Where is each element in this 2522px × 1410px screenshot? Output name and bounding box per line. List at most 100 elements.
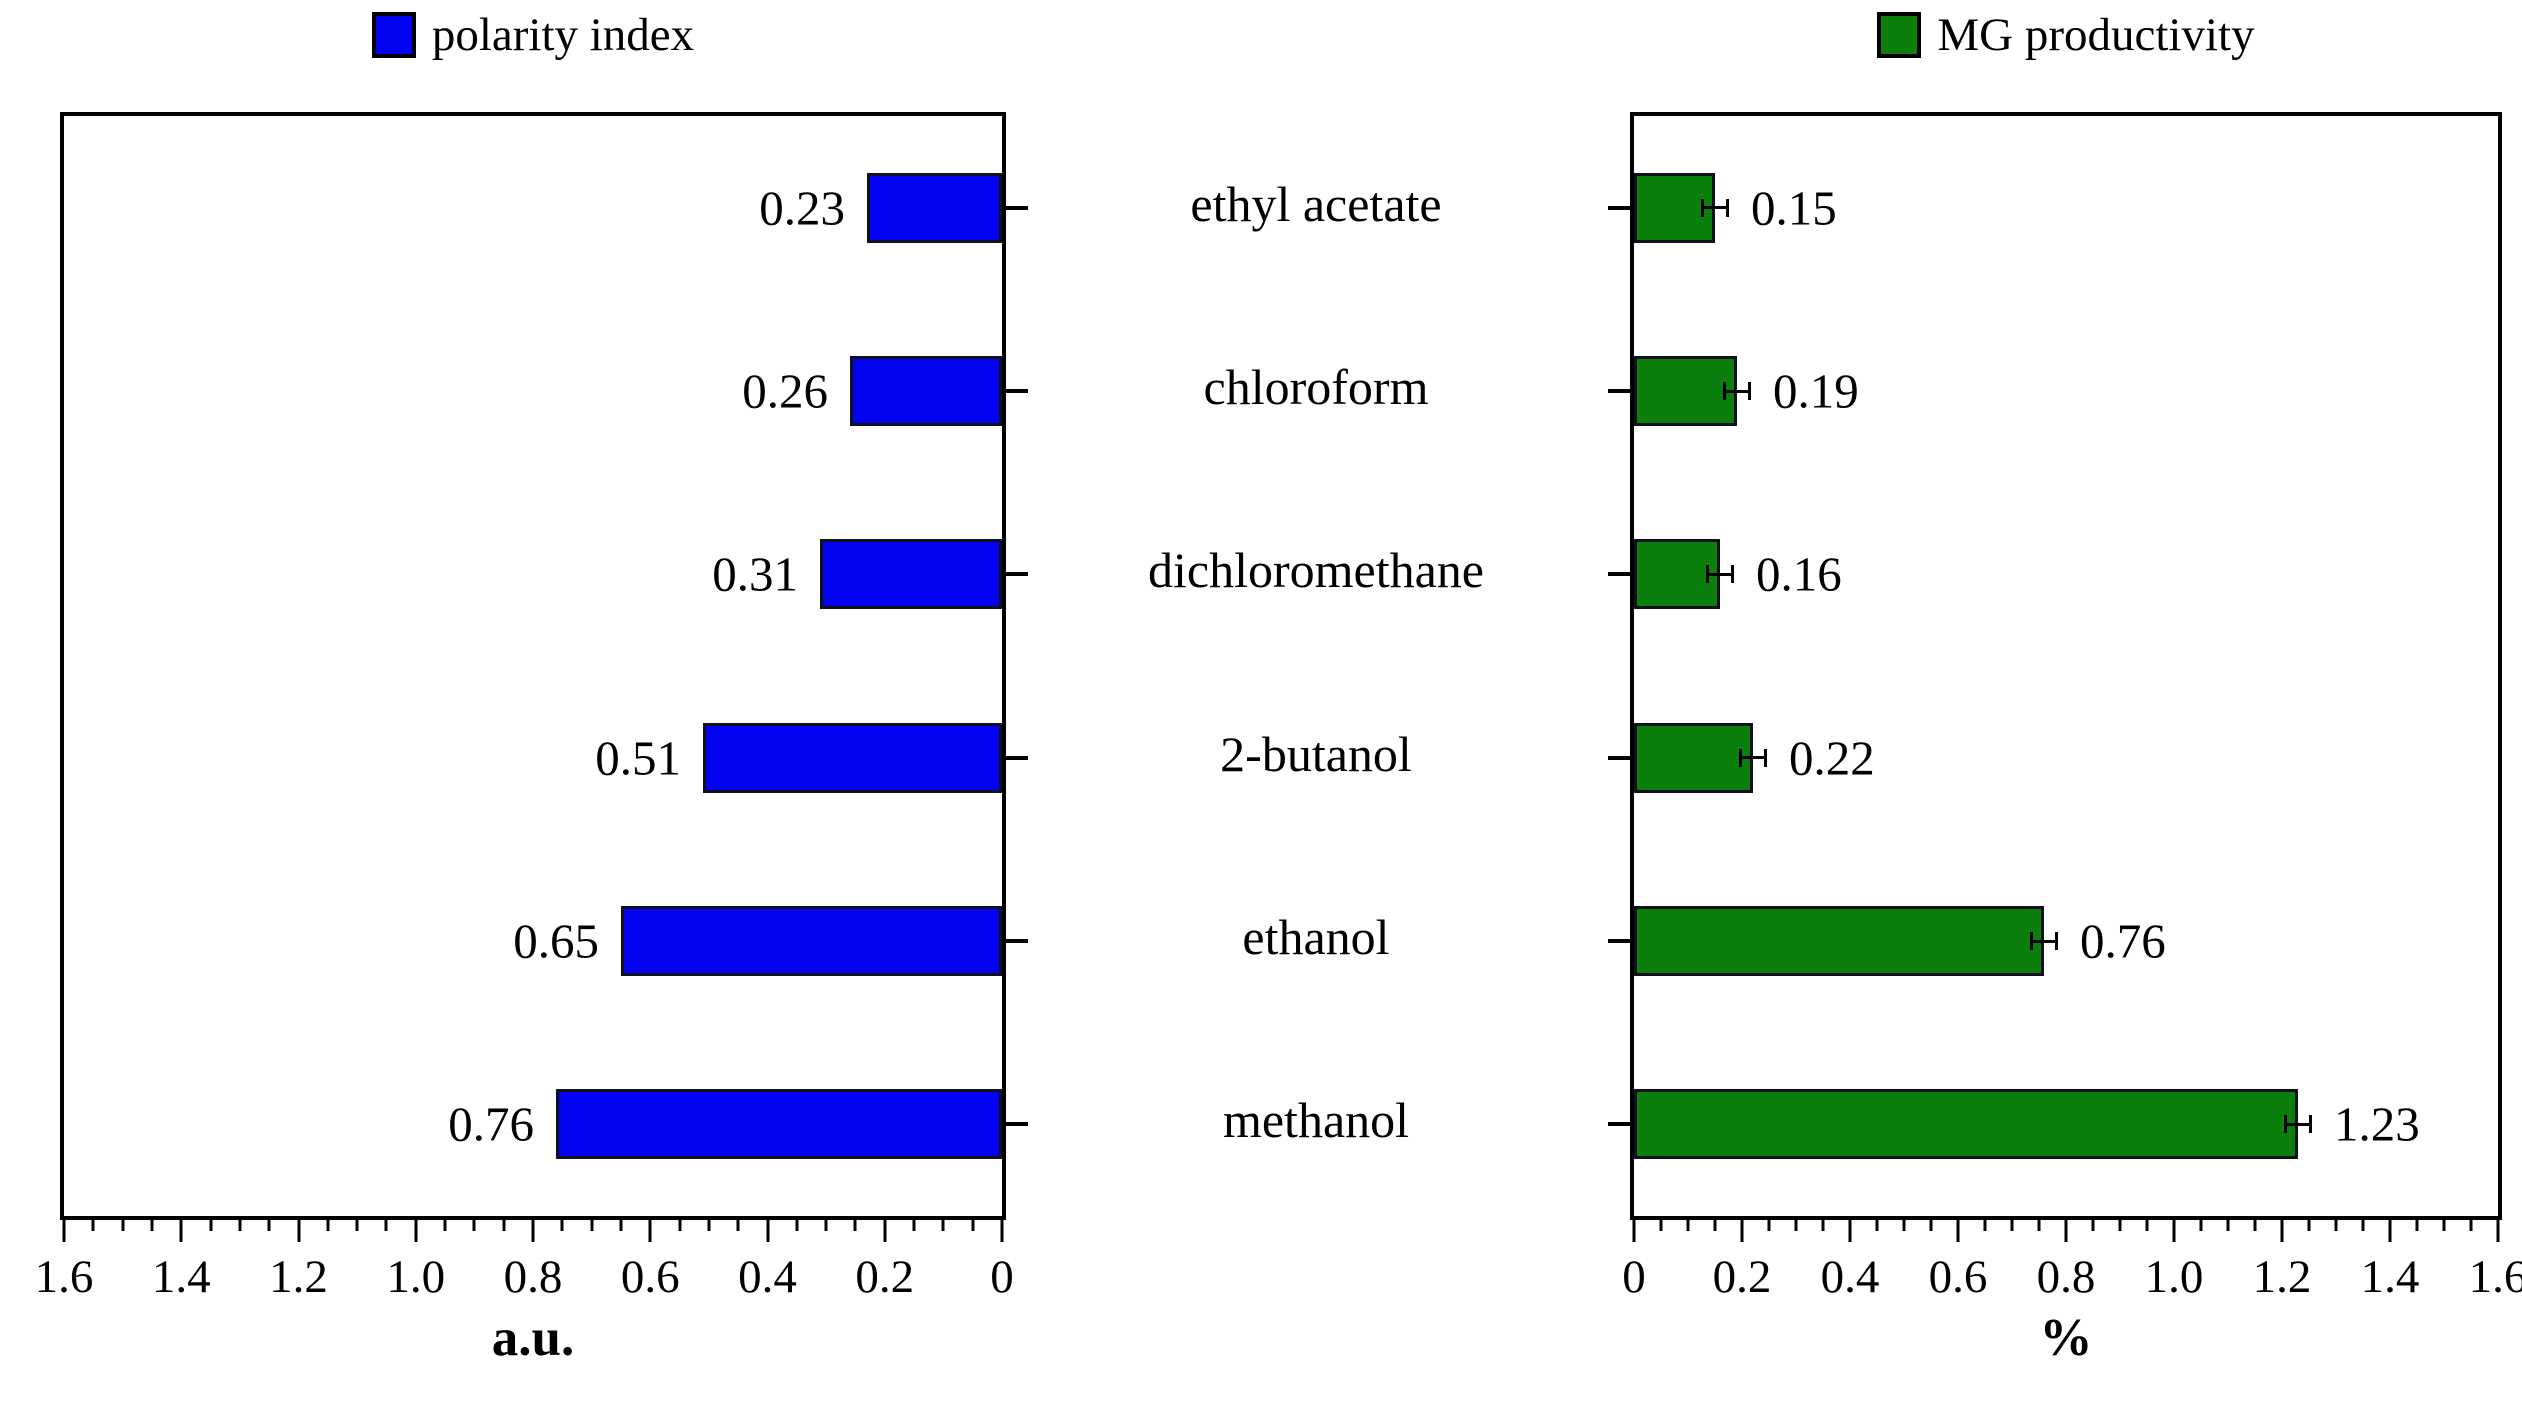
legend-polarity-index-label: polarity index	[431, 8, 695, 61]
right-category-tick-methanol	[1608, 1122, 1630, 1127]
error-bar-cap-methanol	[2309, 1115, 2312, 1134]
axis-major-tick	[414, 1216, 418, 1242]
axis-minor-tick	[941, 1216, 945, 1231]
axis-tick-label: 0	[1622, 1251, 1646, 1303]
axis-minor-tick	[560, 1216, 564, 1231]
axis-tick-label: 0.6	[620, 1251, 680, 1303]
axis-minor-tick	[912, 1216, 916, 1231]
axis-tick-label: 1.4	[151, 1251, 211, 1303]
axis-minor-tick	[2361, 1216, 2365, 1231]
axis-major-tick	[648, 1216, 652, 1242]
axis-minor-tick	[707, 1216, 711, 1231]
axis-tick-label: 0.4	[738, 1251, 797, 1303]
left-bar-ethanol	[621, 906, 1002, 976]
error-bar-cap-ethanol	[2055, 932, 2058, 950]
right-value-label-ethanol: 0.76	[2080, 913, 2166, 969]
right-value-label-dichloromethane: 0.16	[1756, 546, 1842, 602]
right-value-label-2-butanol: 0.22	[1789, 730, 1875, 786]
axis-minor-tick	[1821, 1216, 1825, 1231]
left-value-label-dichloromethane: 0.31	[712, 546, 798, 602]
axis-major-tick	[766, 1216, 769, 1242]
axis-minor-tick	[2199, 1216, 2203, 1231]
error-bar-chloroform	[1724, 389, 1750, 393]
axis-tick-label: 0.2	[855, 1251, 915, 1303]
axis-minor-tick	[238, 1216, 242, 1231]
error-bar-cap-chloroform	[1723, 382, 1726, 400]
polarity-index-plot-area: a.u. 0.23 0.26 0.31 0.51 0.65 0.76 1.6 1.4 1.2 1.…	[35, 112, 1028, 1365]
error-bar-cap-dichloromethane	[1731, 565, 1734, 584]
right-bar-methanol	[1634, 1089, 2298, 1160]
error-bar-cap-ethanol	[2030, 932, 2033, 950]
left-bar-dichloromethane	[820, 539, 1002, 610]
axis-minor-tick	[1794, 1216, 1798, 1231]
blue-square-swatch-icon	[371, 12, 416, 58]
axis-minor-tick	[2118, 1216, 2122, 1231]
axis-minor-tick	[150, 1216, 154, 1231]
left-value-label-ethanol: 0.65	[513, 913, 599, 969]
right-value-label-chloroform: 0.19	[1773, 363, 1859, 419]
axis-tick-label: 1.6	[2468, 1251, 2522, 1303]
left-category-tick-dichloromethane	[1006, 572, 1028, 577]
green-square-swatch-icon	[1877, 12, 1922, 58]
axis-minor-tick	[2010, 1216, 2014, 1231]
axis-minor-tick	[2415, 1216, 2419, 1231]
category-label-2-butanol: 2-butanol	[1220, 725, 1412, 782]
right-value-label-methanol: 1.23	[2334, 1096, 2420, 1152]
right-category-tick-chloroform	[1608, 389, 1630, 393]
error-bar-ethyl-acetate	[1702, 206, 1728, 210]
axis-tick-label: 1.2	[269, 1251, 328, 1303]
right-category-tick-dichloromethane	[1608, 572, 1630, 577]
axis-minor-tick	[853, 1216, 857, 1231]
error-bar-2-butanol	[1740, 756, 1766, 760]
axis-major-tick	[531, 1216, 535, 1242]
error-bar-cap-ethyl-acetate	[1701, 198, 1704, 217]
category-label-ethanol: ethanol	[1242, 909, 1390, 965]
axis-major-tick	[179, 1216, 183, 1242]
axis-tick-label: 0.8	[503, 1251, 563, 1303]
axis-minor-tick	[267, 1216, 271, 1231]
axis-major-tick	[1000, 1216, 1004, 1242]
axis-minor-tick	[1767, 1216, 1771, 1231]
axis-tick-label: 0.2	[1712, 1251, 1772, 1303]
axis-minor-tick	[2091, 1216, 2095, 1231]
axis-minor-tick	[2469, 1216, 2473, 1231]
right-bar-ethanol	[1634, 906, 2044, 976]
axis-minor-tick	[678, 1216, 682, 1231]
error-bar-cap-dichloromethane	[1706, 565, 1709, 584]
left-value-label-2-butanol: 0.51	[595, 730, 681, 786]
right-value-label-ethyl-acetate: 0.15	[1751, 180, 1837, 236]
axis-minor-tick	[736, 1216, 740, 1231]
axis-minor-tick	[1983, 1216, 1987, 1231]
axis-major-tick	[2172, 1216, 2176, 1242]
axis-major-tick	[1632, 1216, 1636, 1242]
axis-tick-label: 1.4	[2360, 1251, 2420, 1303]
error-bar-dichloromethane	[1707, 572, 1733, 576]
error-bar-cap-chloroform	[1748, 382, 1751, 400]
axis-minor-tick	[91, 1216, 95, 1231]
axis-minor-tick	[355, 1216, 359, 1231]
error-bar-ethanol	[2031, 939, 2057, 943]
legend-mg-productivity-label: MG productivity	[1937, 8, 2255, 61]
axis-minor-tick	[1659, 1216, 1663, 1231]
left-category-tick-2-butanol	[1006, 755, 1028, 760]
right-category-tick-2-butanol	[1608, 755, 1630, 760]
axis-minor-tick	[1713, 1216, 1717, 1231]
axis-major-tick	[883, 1216, 887, 1242]
error-bar-cap-2-butanol	[1739, 748, 1742, 767]
axis-tick-label: 1.0	[2144, 1251, 2204, 1303]
legend-mg-productivity: MG productivity	[1630, 6, 2502, 64]
mg-productivity-plot-area: % 0.15 0.19 0.16 0.22 0.76 1.23 0 0.2 0.4 0.6 0.8 1…	[1608, 112, 2522, 1365]
axis-tick-label: 1.6	[34, 1251, 94, 1303]
axis-minor-tick	[2037, 1216, 2041, 1231]
axis-major-tick	[2280, 1216, 2284, 1242]
category-label-methanol: methanol	[1222, 1092, 1410, 1149]
axis-minor-tick	[384, 1216, 388, 1231]
category-label-dichloromethane: dichloromethane	[1148, 542, 1484, 599]
right-category-tick-ethanol	[1608, 939, 1630, 943]
axis-minor-tick	[2442, 1216, 2446, 1231]
left-category-tick-ethanol	[1006, 939, 1028, 943]
axis-minor-tick	[1875, 1216, 1879, 1231]
axis-major-tick	[297, 1216, 300, 1242]
axis-minor-tick	[209, 1216, 213, 1231]
